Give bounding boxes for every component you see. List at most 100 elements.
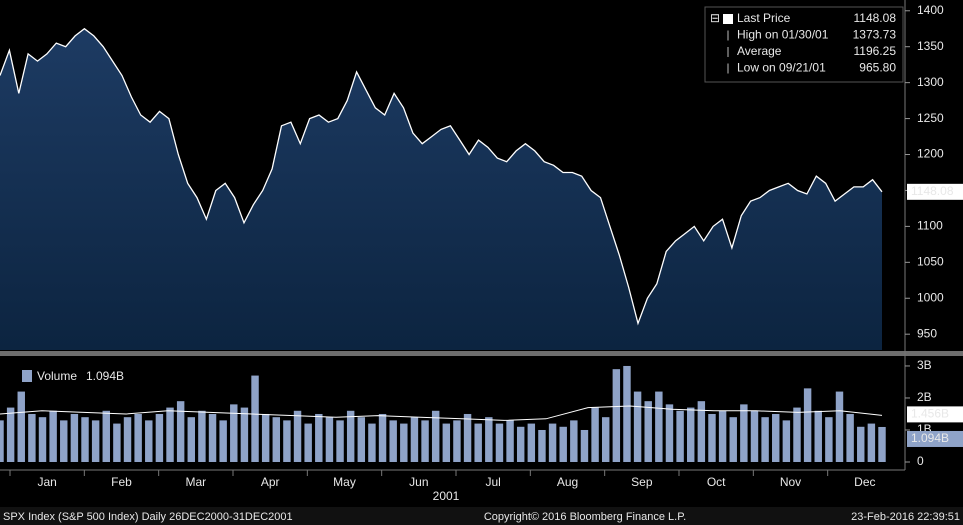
volume-bar bbox=[293, 410, 302, 462]
legend-label: Last Price bbox=[737, 11, 791, 25]
volume-bar bbox=[687, 407, 695, 462]
volume-bar bbox=[814, 410, 822, 462]
volume-bar bbox=[580, 429, 589, 462]
volume-bar bbox=[761, 417, 769, 462]
volume-bar bbox=[208, 413, 217, 462]
volume-bar bbox=[304, 423, 312, 462]
x-tick-label: Jun bbox=[409, 475, 428, 489]
volume-bar bbox=[400, 423, 408, 462]
x-tick-label: Sep bbox=[631, 475, 653, 489]
last-value-label: 1148.08 bbox=[911, 184, 954, 198]
volume-bar bbox=[453, 420, 461, 462]
volume-bar bbox=[102, 410, 110, 462]
last-value-label: 1.456B bbox=[911, 407, 949, 421]
y-tick-label: 0 bbox=[917, 454, 924, 468]
volume-bar bbox=[346, 410, 355, 462]
volume-bar bbox=[495, 423, 504, 462]
volume-bar bbox=[6, 407, 15, 462]
volume-bar bbox=[431, 410, 440, 462]
legend-value: 965.80 bbox=[859, 61, 896, 75]
volume-bar bbox=[506, 420, 514, 462]
legend-value: 1.094B bbox=[86, 369, 124, 383]
x-tick-label: May bbox=[333, 475, 356, 489]
volume-bar bbox=[219, 420, 227, 462]
price-line bbox=[0, 27, 883, 326]
volume-bar bbox=[28, 413, 36, 462]
volume-bar bbox=[516, 426, 525, 462]
x-tick-label: Jan bbox=[37, 475, 56, 489]
last-value-tag bbox=[907, 430, 963, 447]
volume-bar bbox=[315, 413, 323, 462]
last-value-tag bbox=[907, 183, 963, 200]
volume-bar bbox=[81, 417, 89, 462]
volume-bar bbox=[357, 417, 366, 462]
volume-bar bbox=[857, 426, 865, 462]
volume-bar bbox=[740, 404, 748, 462]
volume-bar bbox=[60, 420, 68, 462]
legend-value: 1148.08 bbox=[854, 11, 897, 25]
x-tick-label: Feb bbox=[111, 475, 132, 489]
volume-bar bbox=[261, 413, 270, 462]
volume-bar bbox=[665, 404, 674, 462]
x-tick-label: Nov bbox=[780, 475, 801, 489]
volume-bar bbox=[463, 413, 472, 462]
y-tick-label: 1300 bbox=[917, 75, 944, 89]
volume-bar bbox=[113, 423, 121, 462]
volume-bar bbox=[91, 420, 100, 462]
volume-bar bbox=[272, 417, 281, 462]
volume-bar bbox=[187, 417, 195, 462]
volume-bar bbox=[676, 410, 684, 462]
legend-toggle: ⊟ bbox=[710, 11, 720, 25]
volume-bar bbox=[623, 365, 631, 462]
legend-label: Volume bbox=[37, 369, 77, 383]
volume-bar bbox=[155, 413, 164, 462]
volume-bar bbox=[591, 407, 599, 462]
volume-bar bbox=[442, 423, 451, 462]
volume-bar bbox=[123, 417, 132, 462]
y-tick-label: 1100 bbox=[917, 219, 943, 233]
volume-bar bbox=[612, 369, 621, 462]
legend-label: Average bbox=[737, 44, 782, 58]
volume-bar bbox=[697, 401, 706, 462]
volume-bar bbox=[134, 413, 142, 462]
legend: Last Price 1148.08 High on 01/30/01 1373.73… bbox=[704, 6, 904, 83]
volume-bar bbox=[750, 410, 759, 462]
volume-bar bbox=[527, 423, 536, 462]
volume-bar bbox=[70, 413, 79, 462]
y-tick-label: 1350 bbox=[917, 39, 944, 53]
volume-bar bbox=[49, 410, 57, 462]
volume-bar bbox=[825, 417, 833, 462]
volume-bar bbox=[835, 391, 844, 462]
y-tick-label: 1000 bbox=[917, 290, 944, 304]
x-tick-label: Apr bbox=[261, 475, 280, 489]
legend-swatch bbox=[723, 14, 733, 24]
footer-bar bbox=[0, 507, 963, 525]
volume-bar bbox=[485, 417, 493, 462]
volume-bar bbox=[176, 401, 185, 462]
volume-bar bbox=[474, 423, 482, 462]
volume-bar bbox=[803, 388, 812, 462]
footer-right: 23-Feb-2016 22:39:51 bbox=[851, 511, 960, 523]
x-axis-title: 2001 bbox=[433, 489, 460, 503]
x-tick-label: Dec bbox=[854, 475, 875, 489]
panel-divider bbox=[0, 351, 963, 356]
legend-value: 1196.25 bbox=[854, 44, 897, 58]
y-tick-label: 1050 bbox=[917, 254, 944, 268]
volume-bar bbox=[559, 426, 567, 462]
y-tick-label: 2B bbox=[917, 390, 932, 404]
volume-bar bbox=[38, 417, 47, 462]
x-tick-label: Aug bbox=[557, 475, 578, 489]
volume-bar bbox=[166, 407, 174, 462]
volume-bar bbox=[718, 410, 727, 462]
y-tick-label: 1400 bbox=[917, 3, 944, 17]
volume-bar bbox=[421, 420, 429, 462]
volume-bar bbox=[772, 413, 780, 462]
volume-bar bbox=[17, 391, 25, 462]
x-tick-label: Oct bbox=[707, 475, 726, 489]
volume-bar bbox=[240, 407, 249, 462]
volume-bar bbox=[570, 420, 578, 462]
volume-bar bbox=[793, 407, 801, 462]
volume-bar bbox=[230, 404, 238, 462]
volume-bar bbox=[878, 426, 886, 462]
x-tick-label: Jul bbox=[485, 475, 500, 489]
